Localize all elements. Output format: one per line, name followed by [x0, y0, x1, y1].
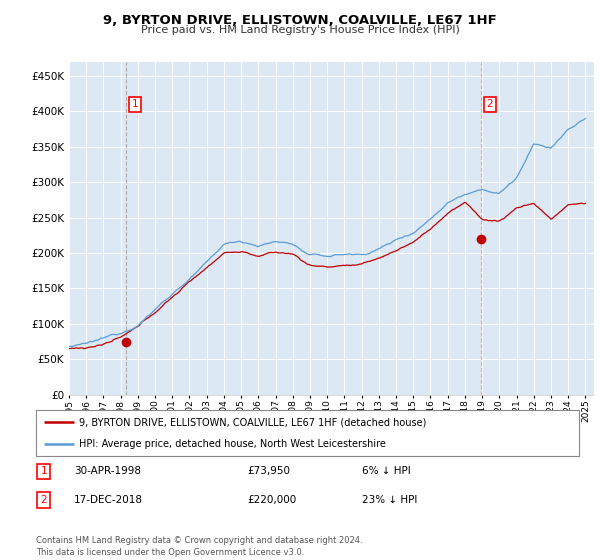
Text: 23% ↓ HPI: 23% ↓ HPI [362, 495, 417, 505]
Text: 2: 2 [40, 495, 47, 505]
Text: 9, BYRTON DRIVE, ELLISTOWN, COALVILLE, LE67 1HF: 9, BYRTON DRIVE, ELLISTOWN, COALVILLE, L… [103, 14, 497, 27]
Text: HPI: Average price, detached house, North West Leicestershire: HPI: Average price, detached house, Nort… [79, 439, 386, 449]
Text: Price paid vs. HM Land Registry's House Price Index (HPI): Price paid vs. HM Land Registry's House … [140, 25, 460, 35]
Text: Contains HM Land Registry data © Crown copyright and database right 2024.
This d: Contains HM Land Registry data © Crown c… [36, 536, 362, 557]
Text: 9, BYRTON DRIVE, ELLISTOWN, COALVILLE, LE67 1HF (detached house): 9, BYRTON DRIVE, ELLISTOWN, COALVILLE, L… [79, 417, 427, 427]
Text: £220,000: £220,000 [248, 495, 297, 505]
Text: 1: 1 [40, 466, 47, 477]
Text: £73,950: £73,950 [248, 466, 291, 477]
Text: 1: 1 [131, 99, 138, 109]
Text: 2: 2 [487, 99, 493, 109]
Text: 17-DEC-2018: 17-DEC-2018 [74, 495, 143, 505]
Text: 6% ↓ HPI: 6% ↓ HPI [362, 466, 410, 477]
FancyBboxPatch shape [36, 410, 579, 456]
Text: 30-APR-1998: 30-APR-1998 [74, 466, 141, 477]
